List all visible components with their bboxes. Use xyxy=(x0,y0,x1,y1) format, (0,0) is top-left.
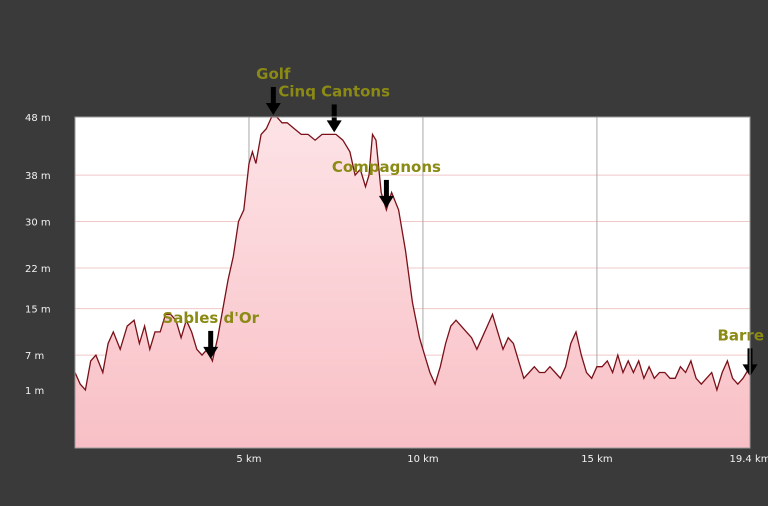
y-tick-label-4: 15 m xyxy=(25,305,51,316)
x-tick-label-3: 19.4 km xyxy=(730,454,768,465)
arrow-down-icon xyxy=(203,346,219,359)
y-axis: 48 m 38 m 30 m 22 m 15 m 7 m 1 m xyxy=(25,113,51,397)
elevation-line xyxy=(74,116,751,393)
annotation-1: Cinq Cantons xyxy=(278,82,390,133)
arrow-shaft xyxy=(270,87,276,105)
annotation-3: Sables d'Or xyxy=(162,309,260,359)
arrow-shaft xyxy=(208,330,214,349)
y-tick-label-6: 1 m xyxy=(25,386,44,397)
annotation-2: Compagnons xyxy=(332,158,441,208)
elevation-fill xyxy=(75,117,750,448)
plot-border xyxy=(74,116,751,449)
y-tick-label-2: 30 m xyxy=(25,218,51,229)
x-tick-label-1: 10 km xyxy=(407,454,438,465)
y-tick-label-3: 22 m xyxy=(25,264,51,275)
annotation-label-2: Compagnons xyxy=(332,158,441,176)
y-tick-label-5: 7 m xyxy=(25,351,44,362)
y-tick-label-1: 38 m xyxy=(25,171,51,182)
y-tick-label-0: 48 m xyxy=(25,113,51,124)
arrow-down-icon xyxy=(265,103,281,115)
annotation-label-1: Cinq Cantons xyxy=(278,82,390,100)
arrow-down-icon xyxy=(378,195,394,208)
annotation-label-4: Barre xyxy=(717,326,764,344)
annotation-label-3: Sables d'Or xyxy=(162,309,259,327)
annotation-label-0: Golf xyxy=(256,65,291,83)
x-tick-label-2: 15 km xyxy=(581,454,612,465)
elevation-area xyxy=(74,116,751,448)
arrow-down-icon xyxy=(326,120,342,133)
x-tick-label-0: 5 km xyxy=(236,454,261,465)
x-axis: 5 km 10 km 15 km 19.4 km xyxy=(236,454,768,465)
annotation-0: Golf xyxy=(256,65,291,115)
arrow-shaft xyxy=(331,104,337,123)
arrow-shaft xyxy=(383,179,389,198)
